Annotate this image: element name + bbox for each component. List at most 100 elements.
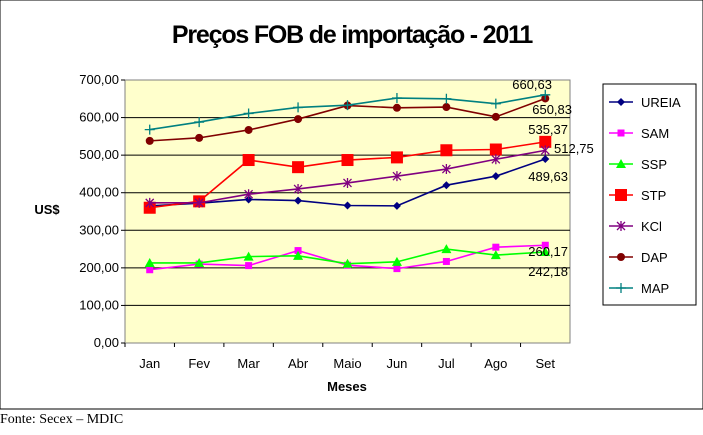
data-point — [442, 181, 451, 190]
x-tick-label: Ago — [484, 356, 507, 371]
data-point — [343, 177, 352, 188]
legend: UREIA SAM SSP STP KCl DAP MAP — [602, 83, 697, 306]
series-map — [144, 89, 551, 135]
legend-item-kcl: KCl — [609, 219, 662, 234]
data-point — [490, 250, 501, 260]
data-point — [245, 262, 253, 270]
data-point — [243, 251, 254, 261]
data-point — [491, 154, 501, 165]
data-point — [194, 117, 205, 128]
data-point — [391, 93, 402, 104]
data-labels: 660,63 650,83 535,37 512,75 489,63 260,17 242,… — [512, 77, 594, 279]
legend-item-stp: STP — [609, 188, 666, 203]
data-label: 489,63 — [528, 169, 568, 184]
x-tick-label: Set — [536, 356, 556, 371]
legend-item-ssp: SSP — [609, 157, 667, 172]
legend-label: SAM — [641, 126, 669, 141]
data-point — [441, 93, 452, 104]
legend-label: MAP — [641, 281, 669, 296]
data-point — [540, 145, 550, 156]
data-point — [145, 136, 154, 145]
data-point — [442, 257, 450, 265]
data-point — [294, 115, 303, 124]
data-point — [293, 102, 304, 113]
data-point — [146, 266, 154, 274]
data-point — [342, 100, 353, 111]
data-label: 535,37 — [528, 122, 568, 137]
x-axis-title: Meses — [327, 379, 367, 394]
data-point — [244, 195, 253, 204]
legend-marker — [616, 283, 626, 293]
x-axis-ticks: Jan Fev Mar Abr Maio Jun Jul Ago Set — [124, 343, 556, 371]
y-axis-ticks: 0,00 100,00 200,00 300,00 400,00 500,00 600,00… — [79, 72, 125, 350]
data-point — [492, 243, 500, 251]
data-point — [242, 154, 255, 167]
series-lines — [143, 89, 552, 274]
y-tick-label: 500,00 — [79, 147, 119, 162]
data-point — [441, 164, 451, 175]
legend-item-map: MAP — [609, 281, 669, 296]
data-point — [491, 112, 500, 121]
y-axis-title: US$ — [34, 202, 60, 217]
series-ssp — [144, 244, 551, 268]
data-point — [294, 247, 302, 255]
legend-item-sam: SAM — [609, 126, 669, 141]
series-kcl — [145, 145, 550, 208]
legend-item-dap: DAP — [609, 250, 668, 265]
data-point — [442, 103, 451, 112]
data-point — [393, 265, 401, 273]
x-tick-label: Abr — [288, 356, 309, 371]
y-tick-label: 400,00 — [79, 185, 119, 200]
data-label: 242,18 — [528, 264, 568, 279]
data-point — [244, 125, 253, 134]
source-note: Fonte: Secex – MDIC — [0, 412, 124, 427]
chart-title: Preços FOB de importação - 2011 — [172, 21, 533, 49]
x-tick-label: Jun — [386, 356, 407, 371]
data-point — [144, 257, 155, 267]
data-point — [540, 89, 551, 100]
plot-area — [124, 79, 571, 344]
data-point — [194, 257, 205, 267]
y-tick-label: 0,00 — [94, 335, 119, 350]
data-point — [490, 98, 501, 109]
data-point — [292, 161, 305, 174]
data-point — [541, 241, 549, 249]
x-tick-label: Maio — [333, 356, 361, 371]
data-label: 650,83 — [532, 102, 572, 117]
legend-marker — [615, 189, 627, 201]
data-point — [392, 103, 401, 112]
data-point — [144, 124, 155, 135]
data-label: 260,17 — [528, 244, 568, 259]
y-tick-label: 100,00 — [79, 297, 119, 312]
data-point — [145, 197, 155, 208]
data-point — [293, 183, 303, 194]
data-point — [489, 143, 502, 156]
legend-label: KCl — [641, 219, 662, 234]
data-point — [392, 201, 401, 210]
data-point — [244, 189, 254, 200]
legend-label: STP — [641, 188, 666, 203]
data-point — [293, 250, 304, 260]
legend-marker — [617, 129, 625, 137]
x-tick-label: Fev — [188, 356, 210, 371]
data-point — [491, 172, 500, 181]
data-point — [541, 155, 550, 164]
data-label: 512,75 — [554, 141, 594, 156]
data-point — [194, 197, 204, 208]
data-point — [390, 151, 403, 164]
chart: Preços FOB de importação - 2011 0,00 100,… — [0, 0, 703, 410]
data-point — [294, 196, 303, 205]
data-point — [440, 144, 453, 157]
data-point — [441, 244, 452, 254]
legend-label: UREIA — [641, 95, 681, 110]
data-point — [392, 171, 402, 182]
legend-item-ureia: UREIA — [609, 95, 681, 110]
y-tick-label: 200,00 — [79, 260, 119, 275]
x-tick-label: Mar — [237, 356, 260, 371]
legend-marker — [616, 221, 626, 231]
data-point — [341, 154, 354, 167]
legend-marker — [617, 253, 625, 261]
legend-marker — [617, 98, 625, 106]
y-tick-label: 600,00 — [79, 110, 119, 125]
data-point — [539, 135, 552, 148]
